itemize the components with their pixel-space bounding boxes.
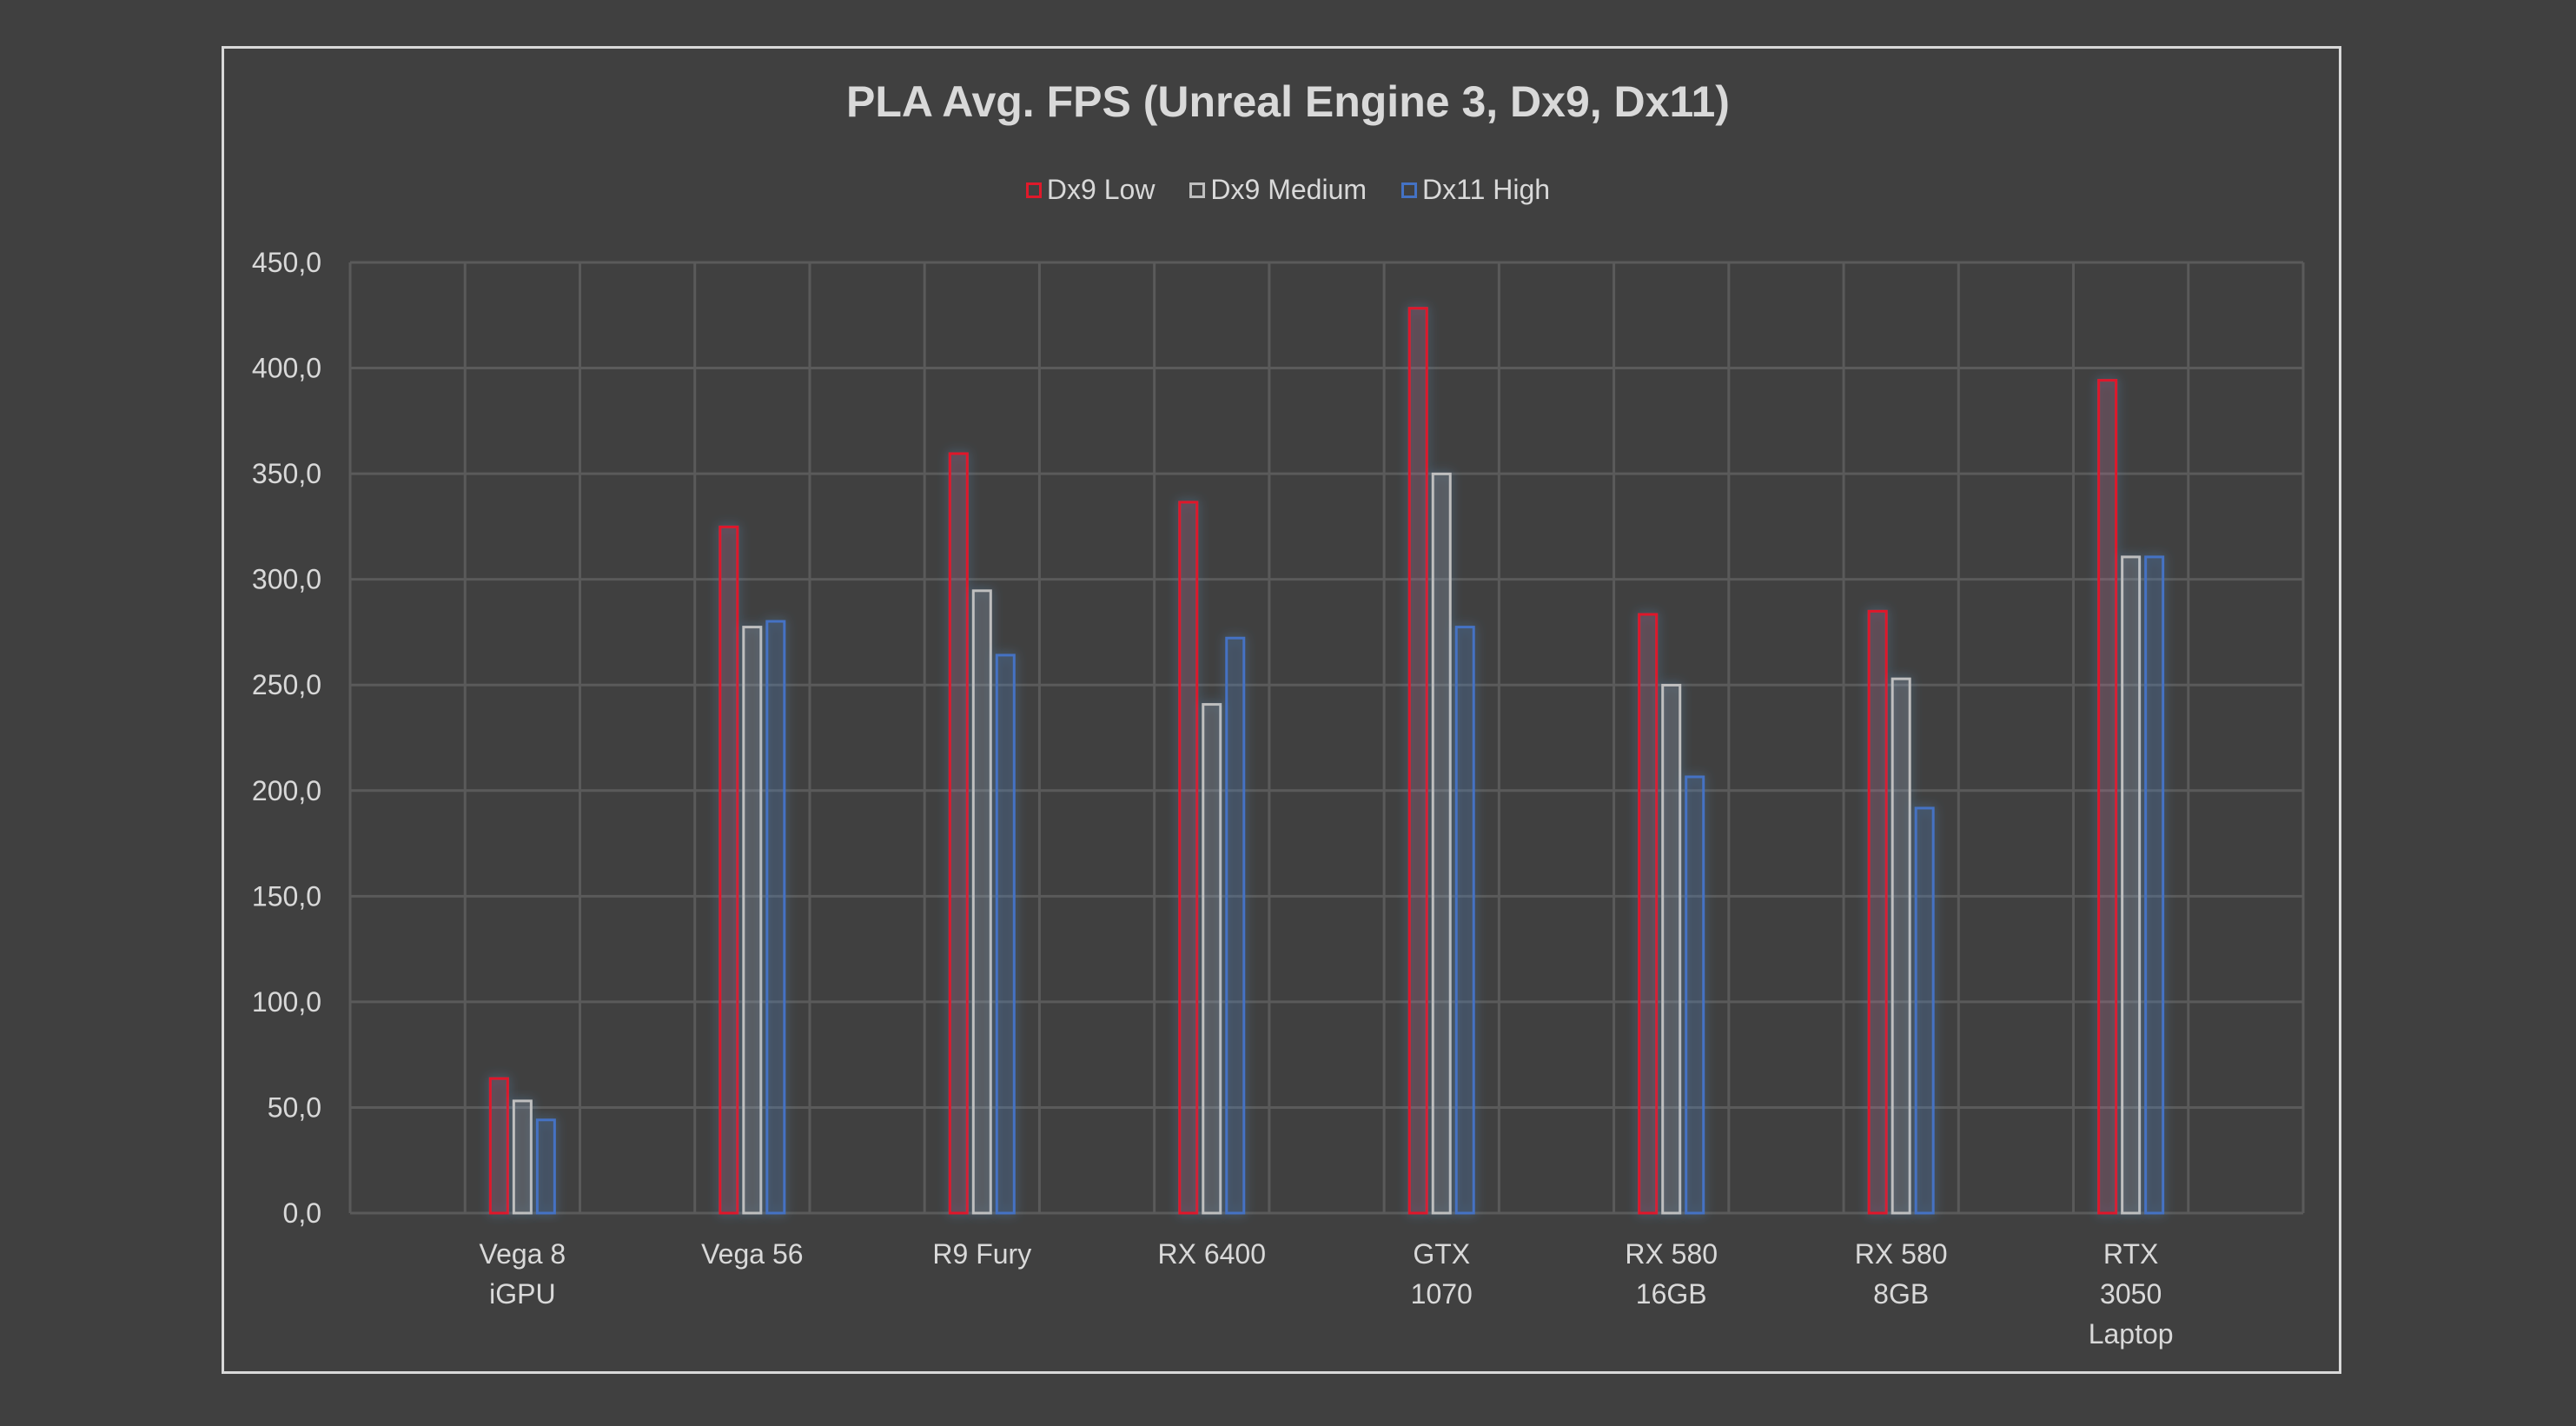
bar-dx9-medium — [971, 589, 992, 1215]
bar-dx11-high — [1225, 636, 1246, 1215]
y-tick-label: 300,0 — [252, 564, 321, 595]
bar-dx11-high — [1454, 626, 1475, 1215]
x-tick-label: RX 580 — [1855, 1238, 1948, 1270]
bar-dx11-high — [995, 653, 1016, 1215]
bar-dx9-medium — [2121, 555, 2142, 1215]
bar-dx11-high — [2144, 555, 2165, 1215]
legend-label: Dx9 Medium — [1210, 174, 1367, 205]
chart-title: PLA Avg. FPS (Unreal Engine 3, Dx9, Dx11… — [846, 77, 1730, 126]
bar-dx9-low — [718, 525, 739, 1215]
bar-dx11-high — [1914, 806, 1935, 1215]
bar-dx9-low — [488, 1077, 509, 1215]
y-tick-label: 0,0 — [283, 1197, 321, 1229]
bar-dx9-medium — [1431, 472, 1452, 1215]
bar-dx9-low — [1867, 609, 1888, 1215]
legend-swatch — [1025, 182, 1042, 198]
legend-swatch — [1189, 182, 1206, 198]
x-tick-label: iGPU — [489, 1278, 555, 1310]
bar-dx9-low — [2097, 379, 2118, 1215]
y-tick-label: 150,0 — [252, 880, 321, 912]
x-tick-label: GTX — [1413, 1238, 1470, 1270]
legend-label: Dx11 High — [1422, 174, 1551, 205]
x-tick-label: RX 6400 — [1157, 1238, 1266, 1270]
x-tick-label: R9 Fury — [932, 1238, 1031, 1270]
legend-item-dx9-medium: Dx9 Medium — [1189, 174, 1367, 206]
chart-frame — [222, 46, 2341, 1374]
x-tick-label: Vega 8 — [480, 1238, 566, 1270]
legend-label: Dx9 Low — [1046, 174, 1156, 205]
x-tick-label: RX 580 — [1625, 1238, 1718, 1270]
x-tick-label: 8GB — [1873, 1278, 1929, 1310]
x-tick-label: Laptop — [2089, 1318, 2174, 1350]
y-tick-label: 350,0 — [252, 458, 321, 489]
bar-dx9-medium — [742, 626, 763, 1215]
y-tick-label: 200,0 — [252, 775, 321, 806]
x-tick-label: Vega 56 — [701, 1238, 803, 1270]
bar-dx11-high — [765, 620, 786, 1215]
bar-dx11-high — [1685, 775, 1705, 1215]
bar-dx9-low — [1638, 613, 1659, 1215]
bar-dx9-medium — [1661, 683, 1682, 1215]
bar-dx9-low — [948, 452, 969, 1215]
x-tick-label: RTX — [2103, 1238, 2158, 1270]
legend: Dx9 Low Dx9 Medium Dx11 High — [0, 174, 2576, 206]
legend-item-dx11-high: Dx11 High — [1401, 174, 1550, 206]
y-tick-label: 50,0 — [268, 1091, 321, 1123]
y-tick-label: 450,0 — [252, 247, 321, 278]
bar-dx9-medium — [1891, 677, 1911, 1215]
bar-dx11-high — [535, 1118, 556, 1215]
bar-dx9-medium — [1202, 703, 1222, 1215]
legend-swatch — [1401, 182, 1418, 198]
x-tick-label: 1070 — [1411, 1278, 1473, 1310]
x-tick-label: 3050 — [2100, 1278, 2162, 1310]
legend-item-dx9-low: Dx9 Low — [1025, 174, 1156, 206]
y-tick-label: 400,0 — [252, 353, 321, 384]
y-tick-label: 250,0 — [252, 669, 321, 700]
x-tick-label: 16GB — [1636, 1278, 1707, 1310]
y-tick-label: 100,0 — [252, 986, 321, 1018]
bar-dx9-low — [1407, 307, 1428, 1215]
bar-dx9-medium — [512, 1099, 533, 1215]
bar-dx9-low — [1178, 501, 1199, 1215]
